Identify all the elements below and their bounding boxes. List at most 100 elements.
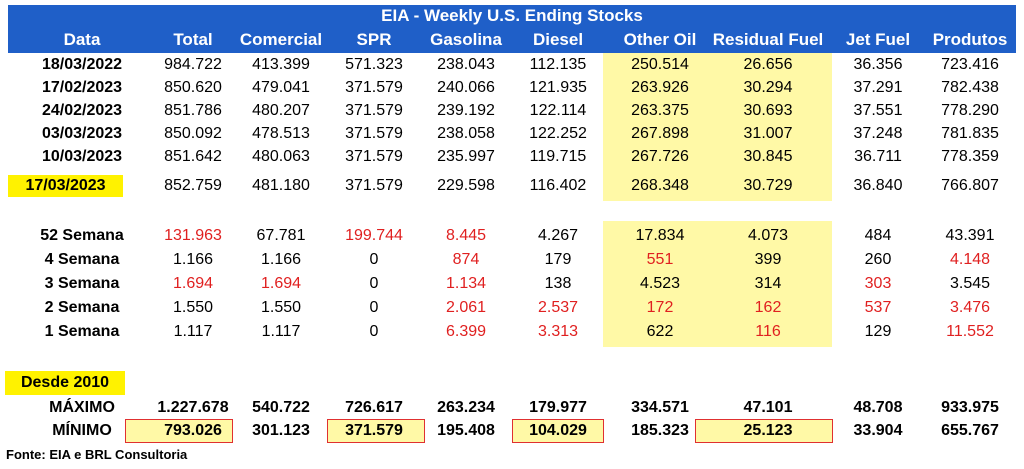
table-cell: 67.781 xyxy=(256,227,306,244)
table-cell: 235.997 xyxy=(437,148,495,165)
table-cell: 122.114 xyxy=(529,102,587,119)
table-cell: 1.550 xyxy=(260,299,302,316)
table-cell: 540.722 xyxy=(252,399,310,416)
table-cell: 852.759 xyxy=(164,177,222,194)
table-cell: 33.904 xyxy=(853,422,903,439)
table-cell: 851.642 xyxy=(164,148,222,165)
table-cell: 478.513 xyxy=(252,125,310,142)
table-cell: 162 xyxy=(754,299,782,316)
table-cell: 17.834 xyxy=(635,227,685,244)
table-cell: 399 xyxy=(754,251,782,268)
table-cell: 116 xyxy=(755,323,781,340)
table-cell: 480.207 xyxy=(252,102,310,119)
table-cell: 4.073 xyxy=(747,227,789,244)
table-cell: 371.579 xyxy=(345,125,403,142)
row-date: 17/02/2023 xyxy=(41,79,123,96)
table-cell: 240.066 xyxy=(437,79,495,96)
table-cell: 263.926 xyxy=(631,79,689,96)
table-cell: 37.248 xyxy=(853,125,903,142)
table-cell: 481.180 xyxy=(252,177,310,194)
table-cell: 26.656 xyxy=(743,56,793,73)
column-header: Gasolina xyxy=(430,30,502,49)
table-cell: 116.402 xyxy=(529,177,587,194)
table-cell: 484 xyxy=(864,227,892,244)
table-cell: 0 xyxy=(369,323,379,340)
table-cell: 480.063 xyxy=(252,148,310,165)
table-cell: 850.620 xyxy=(164,79,222,96)
column-header: Residual Fuel xyxy=(712,30,824,49)
row-period-label: 3 Semana xyxy=(44,275,120,292)
column-header: Data xyxy=(63,30,101,49)
table-cell: 36.711 xyxy=(854,148,902,165)
table-cell: 131.963 xyxy=(164,227,222,244)
table-cell: 413.399 xyxy=(252,56,310,73)
row-date: 18/03/2022 xyxy=(41,56,123,73)
table-cell: 37.291 xyxy=(853,79,903,96)
column-header: Comercial xyxy=(239,30,323,49)
table-cell: 1.134 xyxy=(445,275,487,292)
table-cell: 655.767 xyxy=(941,422,999,439)
table-cell: 129 xyxy=(864,323,892,340)
table-cell: 778.290 xyxy=(941,102,999,119)
row-date: 03/03/2023 xyxy=(41,125,123,142)
table-cell: 334.571 xyxy=(631,399,689,416)
min-value-box xyxy=(512,419,604,443)
column-header: Produtos xyxy=(932,30,1008,49)
table-cell: 551 xyxy=(646,251,674,268)
table-cell: 4.523 xyxy=(639,275,681,292)
table-cell: 238.058 xyxy=(437,125,495,142)
min-value-box xyxy=(327,419,425,443)
row-date: 24/02/2023 xyxy=(41,102,123,119)
table-cell: 30.845 xyxy=(743,148,793,165)
table-cell: 303 xyxy=(864,275,892,292)
table-cell: 1.694 xyxy=(172,275,214,292)
row-period-label: 1 Semana xyxy=(44,323,120,340)
table-cell: 622 xyxy=(646,323,674,340)
table-cell: 179.977 xyxy=(529,399,587,416)
table-cell: 185.323 xyxy=(631,422,689,439)
row-period-label: 4 Semana xyxy=(44,251,120,268)
table-cell: 267.898 xyxy=(631,125,689,142)
column-header: Total xyxy=(173,30,213,49)
table-cell: 778.359 xyxy=(941,148,999,165)
table-cell: 371.579 xyxy=(345,177,403,194)
table-cell: 263.375 xyxy=(631,102,689,119)
table-cell: 1.166 xyxy=(172,251,214,268)
table-cell: 112.135 xyxy=(529,56,587,73)
table-cell: 571.323 xyxy=(345,56,403,73)
table-cell: 1.694 xyxy=(260,275,302,292)
row-date: 10/03/2023 xyxy=(41,148,123,165)
table-cell: 1.227.678 xyxy=(157,399,229,416)
table-cell: 984.722 xyxy=(164,56,222,73)
table-cell: 250.514 xyxy=(631,56,689,73)
table-cell: 138 xyxy=(544,275,572,292)
table-cell: 2.537 xyxy=(537,299,579,316)
highlight-block-weekly xyxy=(603,53,832,201)
table-cell: 48.708 xyxy=(853,399,903,416)
table-cell: 314 xyxy=(754,275,782,292)
table-cell: 229.598 xyxy=(437,177,495,194)
table-cell: 874 xyxy=(452,251,480,268)
table-cell: 36.356 xyxy=(853,56,903,73)
row-min-label: MÍNIMO xyxy=(52,422,112,439)
table-cell: 726.617 xyxy=(345,399,403,416)
table-cell: 172 xyxy=(646,299,674,316)
table-cell: 104.029 xyxy=(529,422,587,439)
table-cell: 37.551 xyxy=(853,102,903,119)
row-period-label: 52 Semana xyxy=(40,227,124,244)
highlight-block-changes xyxy=(603,221,832,347)
table-cell: 30.693 xyxy=(743,102,793,119)
table-cell: 0 xyxy=(369,251,379,268)
table-cell: 371.579 xyxy=(345,102,403,119)
table-cell: 0 xyxy=(369,299,379,316)
table-cell: 371.579 xyxy=(345,79,403,96)
table-cell: 850.092 xyxy=(164,125,222,142)
table-cell: 371.579 xyxy=(345,422,403,439)
table-cell: 479.041 xyxy=(252,79,310,96)
table-cell: 3.545 xyxy=(949,275,991,292)
table-cell: 263.234 xyxy=(437,399,495,416)
column-header: Other Oil xyxy=(623,30,697,49)
table-cell: 301.123 xyxy=(252,422,310,439)
table-cell: 121.935 xyxy=(529,79,587,96)
table-cell: 36.840 xyxy=(853,177,903,194)
